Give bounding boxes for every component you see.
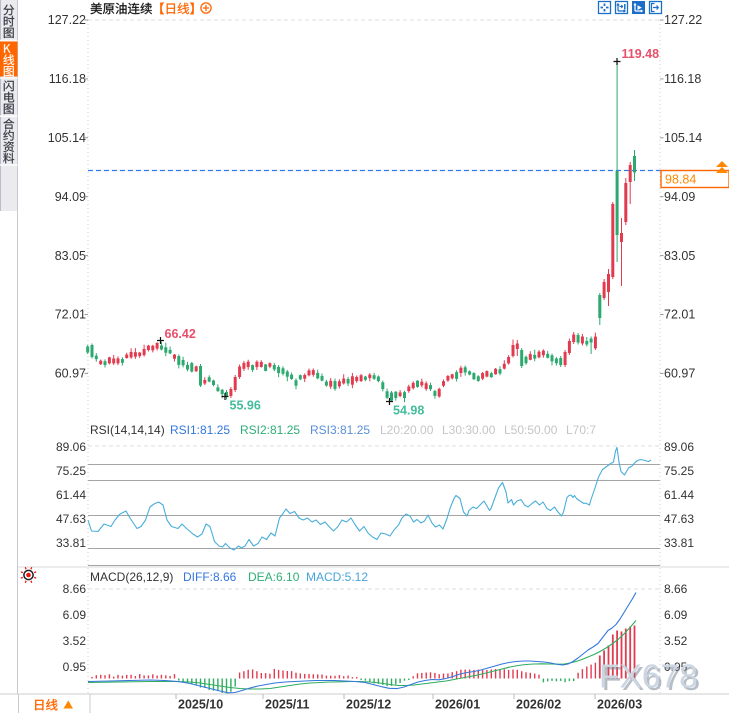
svg-text:105.14: 105.14	[48, 131, 86, 145]
svg-text:116.18: 116.18	[49, 72, 86, 86]
svg-text:127.22: 127.22	[48, 13, 86, 27]
svg-text:75.25: 75.25	[664, 464, 694, 478]
svg-text:3.52: 3.52	[63, 634, 87, 648]
svg-text:2026/02: 2026/02	[516, 698, 561, 712]
svg-text:L50:50.00: L50:50.00	[504, 423, 558, 437]
svg-text:L70:7: L70:7	[566, 423, 596, 437]
svg-text:98.84: 98.84	[665, 173, 696, 187]
svg-text:33.81: 33.81	[56, 536, 86, 550]
svg-text:RSI3:81.25: RSI3:81.25	[310, 423, 370, 437]
svg-text:61.44: 61.44	[56, 488, 86, 502]
svg-text:RSI(14,14,14): RSI(14,14,14)	[90, 423, 165, 437]
svg-text:L30:30.00: L30:30.00	[442, 423, 496, 437]
svg-text:2025/11: 2025/11	[265, 698, 310, 712]
svg-text:116.18: 116.18	[664, 72, 701, 86]
svg-text:47.63: 47.63	[56, 512, 86, 526]
svg-text:55.96: 55.96	[230, 399, 261, 413]
svg-text:6.09: 6.09	[664, 608, 688, 622]
svg-text:8.66: 8.66	[664, 582, 688, 596]
svg-text:47.63: 47.63	[664, 512, 694, 526]
svg-text:DEA:6.10: DEA:6.10	[248, 570, 300, 584]
svg-text:33.81: 33.81	[664, 536, 694, 550]
svg-text:MACD:5.12: MACD:5.12	[306, 570, 368, 584]
svg-text:8.66: 8.66	[63, 582, 87, 596]
svg-text:FX678: FX678	[599, 659, 698, 696]
svg-text:94.09: 94.09	[55, 190, 86, 204]
svg-text:72.01: 72.01	[664, 308, 695, 322]
svg-text:0.95: 0.95	[664, 660, 688, 674]
svg-text:119.48: 119.48	[622, 47, 660, 61]
svg-text:RSI1:81.25: RSI1:81.25	[170, 423, 230, 437]
svg-text:94.09: 94.09	[664, 190, 695, 204]
svg-text:RSI2:81.25: RSI2:81.25	[240, 423, 300, 437]
svg-text:89.06: 89.06	[56, 440, 86, 454]
svg-text:60.97: 60.97	[55, 367, 86, 381]
svg-text:FX678: FX678	[602, 661, 701, 698]
svg-text:2025/12: 2025/12	[346, 698, 391, 712]
svg-text:54.98: 54.98	[393, 404, 424, 418]
svg-text:66.42: 66.42	[165, 327, 196, 341]
svg-text:105.14: 105.14	[664, 131, 702, 145]
svg-text:60.97: 60.97	[664, 367, 695, 381]
svg-text:MACD(26,12,9): MACD(26,12,9)	[90, 570, 173, 584]
svg-text:72.01: 72.01	[55, 308, 86, 322]
svg-text:83.05: 83.05	[55, 249, 86, 263]
svg-text:3.52: 3.52	[664, 634, 688, 648]
svg-text:L20:20.00: L20:20.00	[380, 423, 434, 437]
svg-text:89.06: 89.06	[664, 440, 694, 454]
svg-text:0.95: 0.95	[63, 660, 87, 674]
svg-text:2026/01: 2026/01	[435, 698, 480, 712]
svg-text:61.44: 61.44	[664, 488, 694, 502]
svg-text:DIFF:8.66: DIFF:8.66	[183, 570, 237, 584]
svg-text:83.05: 83.05	[664, 249, 695, 263]
svg-text:2025/10: 2025/10	[178, 698, 223, 712]
svg-text:127.22: 127.22	[664, 13, 702, 27]
svg-text:6.09: 6.09	[63, 608, 87, 622]
svg-text:75.25: 75.25	[56, 464, 86, 478]
svg-text:2026/03: 2026/03	[597, 698, 642, 712]
